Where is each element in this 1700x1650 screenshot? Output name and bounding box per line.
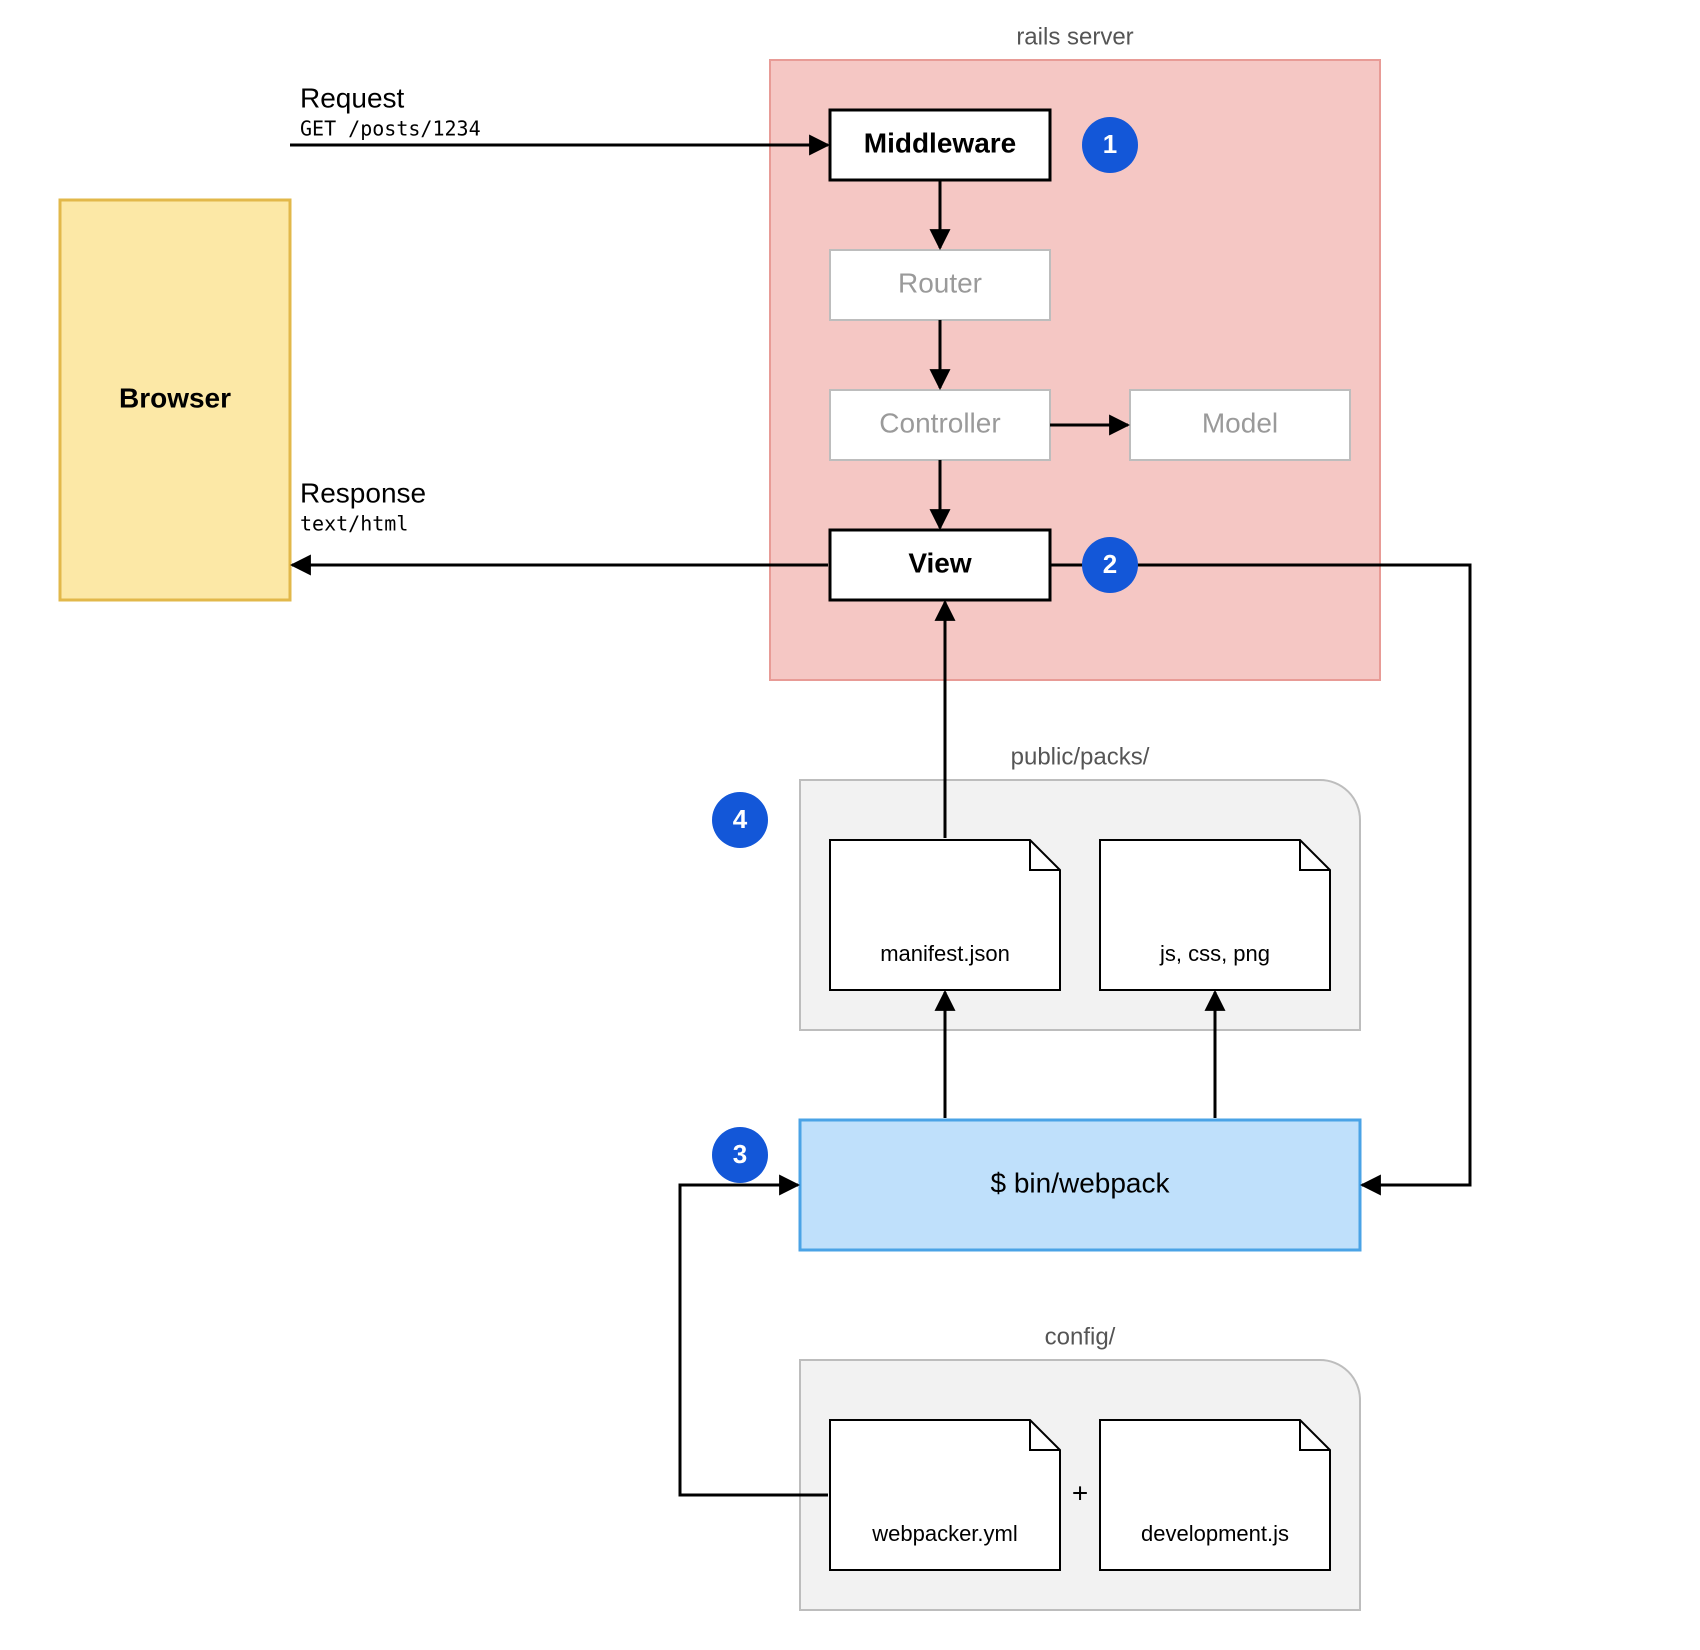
assets-file-label: js, css, png bbox=[1159, 941, 1270, 966]
middleware-label: Middleware bbox=[864, 127, 1016, 158]
model-label: Model bbox=[1202, 407, 1278, 438]
badge-4-label: 4 bbox=[733, 804, 748, 834]
config-region-label: config/ bbox=[1045, 1323, 1116, 1350]
webpacker-yml-file bbox=[830, 1420, 1060, 1570]
response-detail: text/html bbox=[300, 512, 408, 536]
badge-2-label: 2 bbox=[1103, 549, 1117, 579]
router-label: Router bbox=[898, 267, 982, 298]
view-label: View bbox=[908, 547, 972, 578]
request-title: Request bbox=[300, 82, 405, 113]
response-title: Response bbox=[300, 477, 426, 508]
browser-label: Browser bbox=[119, 382, 231, 413]
webpacker-yml-file-label: webpacker.yml bbox=[871, 1521, 1018, 1546]
manifest-file-label: manifest.json bbox=[880, 941, 1010, 966]
controller-label: Controller bbox=[879, 407, 1000, 438]
development-js-file bbox=[1100, 1420, 1330, 1570]
rails-webpack-diagram: rails server Browser Middleware Router Contr… bbox=[0, 0, 1700, 1650]
webpack-label: $ bin/webpack bbox=[990, 1167, 1170, 1198]
config-files-join: + bbox=[1072, 1477, 1088, 1508]
development-js-file-label: development.js bbox=[1141, 1521, 1289, 1546]
request-detail: GET /posts/1234 bbox=[300, 117, 481, 141]
assets-file bbox=[1100, 840, 1330, 990]
rails-region-label: rails server bbox=[1016, 23, 1133, 50]
badge-1-label: 1 bbox=[1103, 129, 1117, 159]
badge-3-label: 3 bbox=[733, 1139, 747, 1169]
packs-region-label: public/packs/ bbox=[1011, 743, 1150, 770]
manifest-file bbox=[830, 840, 1060, 990]
